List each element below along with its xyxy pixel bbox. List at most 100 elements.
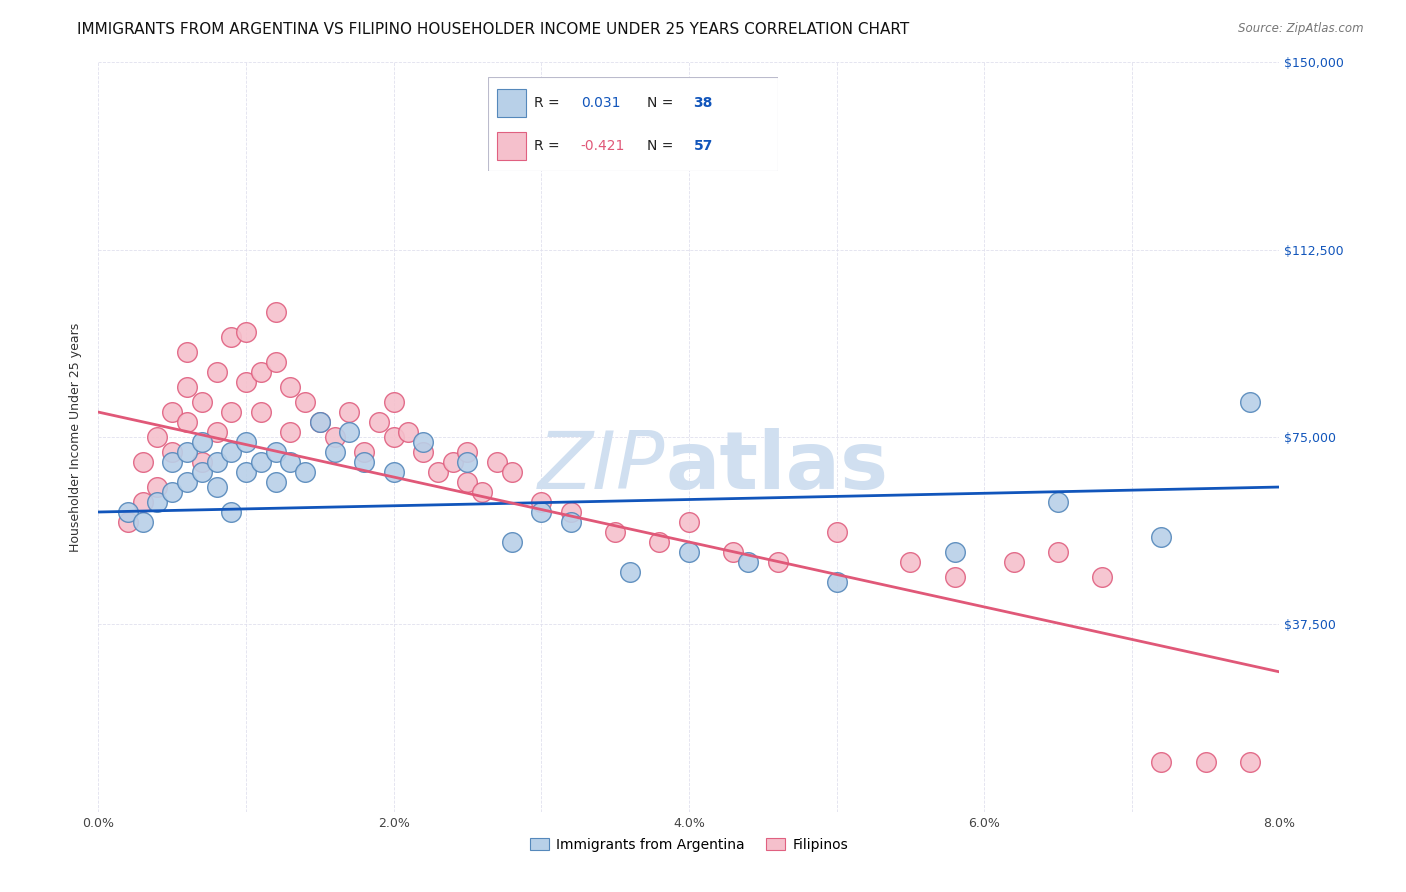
Point — [412, 445, 434, 459]
Point — [457, 445, 479, 459]
Point — [264, 305, 287, 319]
Point — [648, 535, 671, 549]
Point — [132, 455, 155, 469]
Point — [162, 445, 183, 459]
Point — [146, 480, 169, 494]
Point — [191, 465, 214, 479]
Point — [501, 535, 523, 549]
Point — [309, 415, 332, 429]
Point — [441, 455, 464, 469]
Point — [146, 430, 169, 444]
Point — [264, 445, 287, 459]
Point — [501, 465, 523, 479]
Point — [132, 495, 155, 509]
Point — [264, 355, 287, 369]
Point — [323, 430, 346, 444]
Point — [457, 475, 479, 489]
Point — [205, 455, 228, 469]
Point — [560, 505, 582, 519]
Point — [382, 395, 405, 409]
Point — [1046, 495, 1070, 509]
Point — [943, 570, 966, 584]
Point — [221, 405, 243, 419]
Point — [1195, 755, 1218, 769]
Point — [339, 405, 361, 419]
Point — [353, 445, 375, 459]
Point — [486, 455, 509, 469]
Point — [176, 445, 198, 459]
Point — [353, 455, 375, 469]
Point — [235, 435, 257, 450]
Point — [1239, 755, 1261, 769]
Point — [205, 425, 228, 439]
Point — [280, 380, 302, 394]
Point — [825, 524, 848, 539]
Point — [205, 365, 228, 379]
Point — [221, 330, 243, 344]
Point — [737, 555, 759, 569]
Point — [1239, 395, 1261, 409]
Point — [457, 455, 479, 469]
Point — [339, 425, 361, 439]
Point — [323, 445, 346, 459]
Point — [398, 425, 420, 439]
Point — [176, 415, 198, 429]
Point — [766, 555, 789, 569]
Point — [146, 495, 169, 509]
Point — [176, 345, 198, 359]
Point — [678, 515, 700, 529]
Point — [943, 545, 966, 559]
Point — [176, 380, 198, 394]
Point — [412, 435, 434, 450]
Y-axis label: Householder Income Under 25 years: Householder Income Under 25 years — [69, 322, 83, 552]
Point — [205, 480, 228, 494]
Point — [162, 455, 183, 469]
Point — [191, 435, 214, 450]
Point — [825, 574, 848, 589]
Point — [162, 405, 183, 419]
Point — [235, 465, 257, 479]
Point — [235, 375, 257, 389]
Point — [280, 425, 302, 439]
Point — [560, 515, 582, 529]
Point — [471, 485, 494, 500]
Point — [1150, 755, 1173, 769]
Point — [117, 505, 139, 519]
Point — [1046, 545, 1070, 559]
Point — [382, 465, 405, 479]
Point — [191, 455, 214, 469]
Point — [619, 565, 641, 579]
Point — [264, 475, 287, 489]
Point — [309, 415, 332, 429]
Point — [427, 465, 450, 479]
Point — [191, 395, 214, 409]
Point — [1002, 555, 1025, 569]
Point — [530, 505, 553, 519]
Point — [1150, 530, 1173, 544]
Point — [235, 325, 257, 339]
Point — [900, 555, 922, 569]
Point — [162, 485, 183, 500]
Legend: Immigrants from Argentina, Filipinos: Immigrants from Argentina, Filipinos — [524, 832, 853, 857]
Point — [723, 545, 745, 559]
Point — [530, 495, 553, 509]
Point — [176, 475, 198, 489]
Point — [221, 505, 243, 519]
Text: Source: ZipAtlas.com: Source: ZipAtlas.com — [1239, 22, 1364, 36]
Text: ZIP: ZIP — [538, 428, 665, 506]
Point — [294, 465, 316, 479]
Point — [605, 524, 627, 539]
Point — [368, 415, 391, 429]
Point — [382, 430, 405, 444]
Point — [1091, 570, 1114, 584]
Point — [132, 515, 155, 529]
Point — [221, 445, 243, 459]
Point — [250, 365, 273, 379]
Text: IMMIGRANTS FROM ARGENTINA VS FILIPINO HOUSEHOLDER INCOME UNDER 25 YEARS CORRELAT: IMMIGRANTS FROM ARGENTINA VS FILIPINO HO… — [77, 22, 910, 37]
Point — [117, 515, 139, 529]
Text: atlas: atlas — [665, 428, 889, 506]
Point — [280, 455, 302, 469]
Point — [294, 395, 316, 409]
Point — [250, 455, 273, 469]
Point — [250, 405, 273, 419]
